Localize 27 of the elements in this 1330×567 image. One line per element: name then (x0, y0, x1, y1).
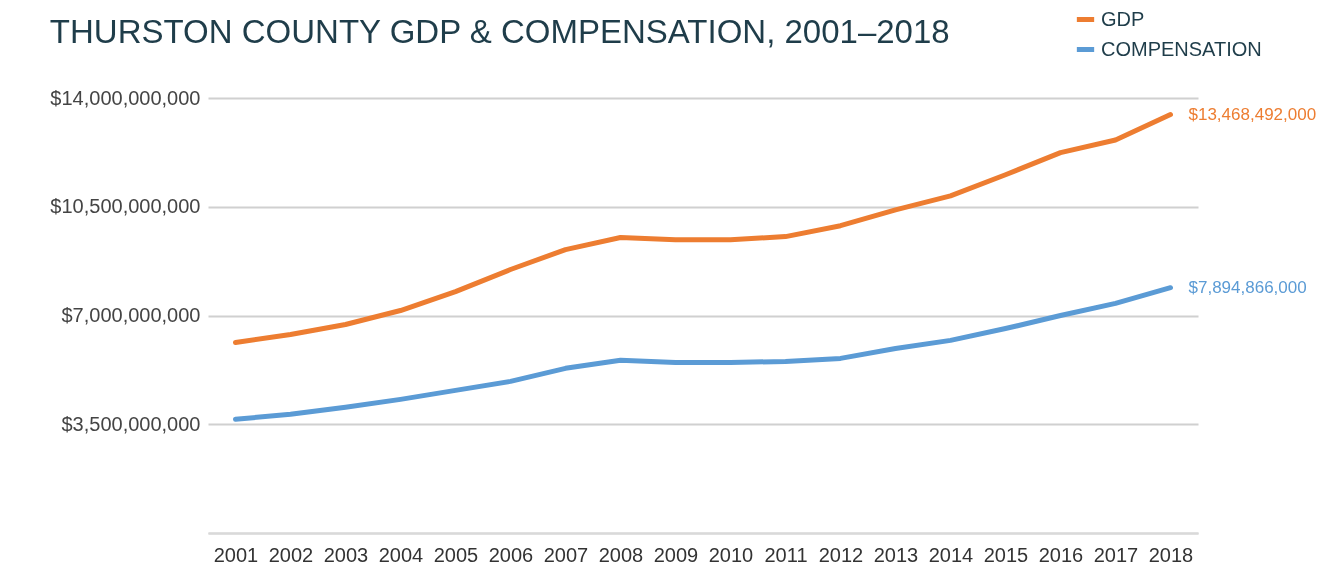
x-tick-label: 2006 (488, 543, 534, 566)
x-tick-label: 2005 (433, 543, 479, 566)
x-tick-label: 2008 (598, 543, 644, 566)
legend-label: GDP (1101, 7, 1145, 30)
x-tick-label: 2017 (1093, 543, 1139, 566)
y-tick-label: $14,000,000,000 (50, 86, 201, 109)
legend-label: COMPENSATION (1101, 37, 1262, 60)
chart-title: THURSTON COUNTY GDP & COMPENSATION, 2001–2018 (49, 13, 950, 50)
x-tick-label: 2014 (928, 543, 974, 566)
x-tick-label: 2007 (543, 543, 589, 566)
x-tick-label: 2003 (323, 543, 369, 566)
data-label: $7,894,866,000 (1188, 277, 1307, 297)
x-tick-label: 2013 (873, 543, 919, 566)
y-tick-label: $3,500,000,000 (61, 412, 201, 435)
y-tick-label: $10,500,000,000 (50, 195, 201, 218)
x-tick-label: 2011 (764, 543, 808, 566)
x-tick-label: 2004 (378, 543, 424, 566)
x-tick-label: 2010 (708, 543, 754, 566)
x-tick-label: 2012 (818, 543, 864, 566)
x-tick-label: 2001 (213, 543, 259, 566)
x-tick-label: 2016 (1038, 543, 1084, 566)
data-label: $13,468,492,000 (1188, 104, 1317, 124)
x-tick-label: 2015 (983, 543, 1029, 566)
x-tick-label: 2002 (268, 543, 314, 566)
y-tick-label: $7,000,000,000 (61, 304, 201, 326)
x-tick-label: 2009 (653, 543, 699, 566)
x-tick-label: 2018 (1148, 543, 1194, 566)
